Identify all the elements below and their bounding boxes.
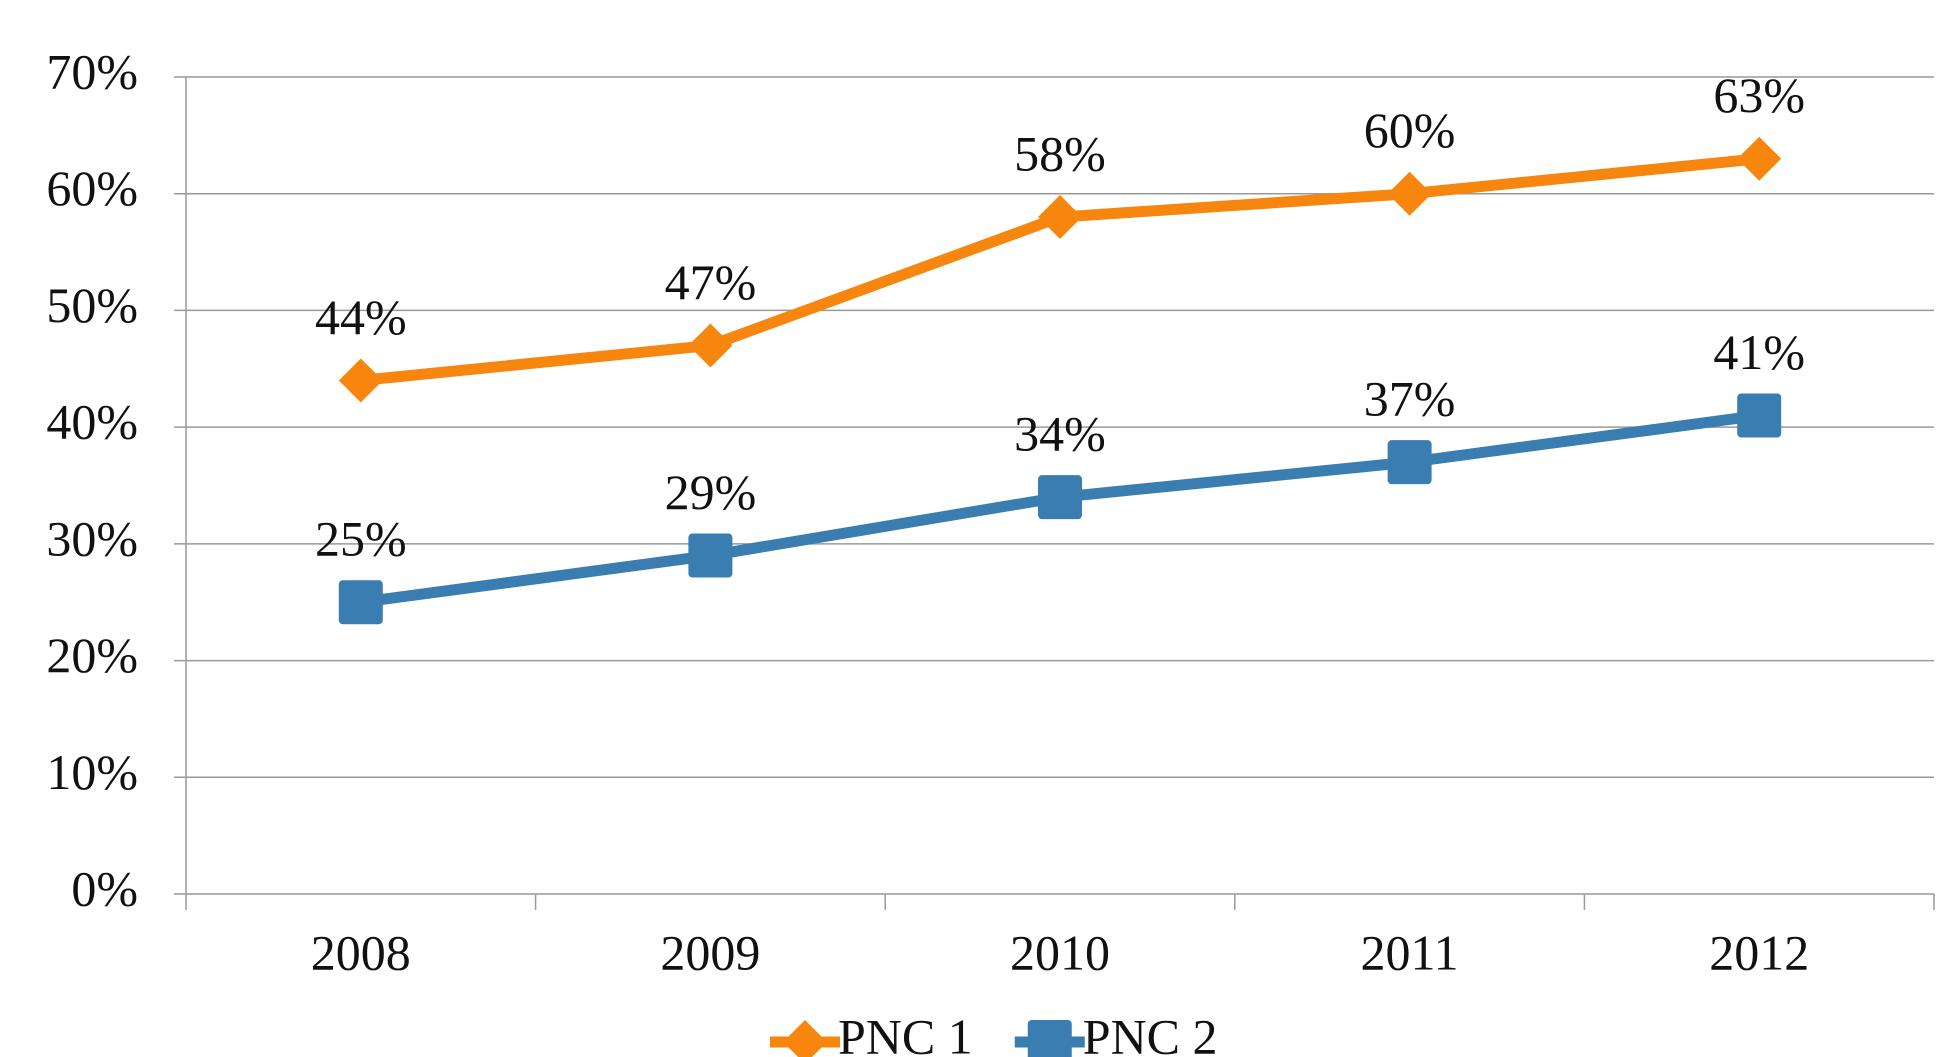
data-point: [338, 358, 383, 403]
legend-marker: [783, 1020, 827, 1057]
data-point: [688, 323, 733, 368]
data-label: 44%: [315, 289, 407, 345]
y-tick-label: 30%: [46, 510, 138, 566]
legend-label: PNC 2: [1083, 1008, 1218, 1057]
data-point: [1737, 393, 1782, 438]
data-label: 34%: [1014, 406, 1106, 462]
y-tick-label: 40%: [46, 394, 138, 450]
y-tick-label: 70%: [46, 43, 138, 99]
data-label: 37%: [1364, 371, 1456, 427]
data-point: [1038, 475, 1082, 520]
data-label: 63%: [1713, 67, 1805, 123]
y-tick-label: 10%: [46, 744, 138, 800]
data-point: [1737, 136, 1782, 181]
data-point: [1387, 440, 1432, 485]
data-label: 29%: [665, 464, 757, 520]
series-line: [360, 153, 1760, 386]
y-tick-label: 60%: [46, 160, 138, 216]
y-tick-label: 50%: [46, 277, 138, 333]
x-tick-label: 2010: [1010, 924, 1110, 980]
data-point: [1038, 195, 1082, 240]
x-tick-label: 2011: [1361, 924, 1459, 980]
y-tick-label: 20%: [46, 627, 138, 683]
data-label: 58%: [1014, 126, 1106, 182]
data-point: [688, 533, 733, 578]
legend-marker: [1027, 1020, 1072, 1057]
data-point: [338, 580, 383, 625]
y-tick-label: 0%: [71, 860, 138, 916]
x-tick-label: 2008: [311, 924, 411, 980]
x-tick-label: 2012: [1709, 924, 1809, 980]
data-label: 41%: [1713, 324, 1805, 380]
legend-label: PNC 1: [838, 1008, 973, 1057]
data-point: [1387, 171, 1432, 216]
data-label: 25%: [315, 511, 407, 567]
data-label: 60%: [1364, 102, 1456, 158]
data-label: 47%: [665, 254, 757, 310]
x-tick-label: 2009: [660, 924, 760, 980]
